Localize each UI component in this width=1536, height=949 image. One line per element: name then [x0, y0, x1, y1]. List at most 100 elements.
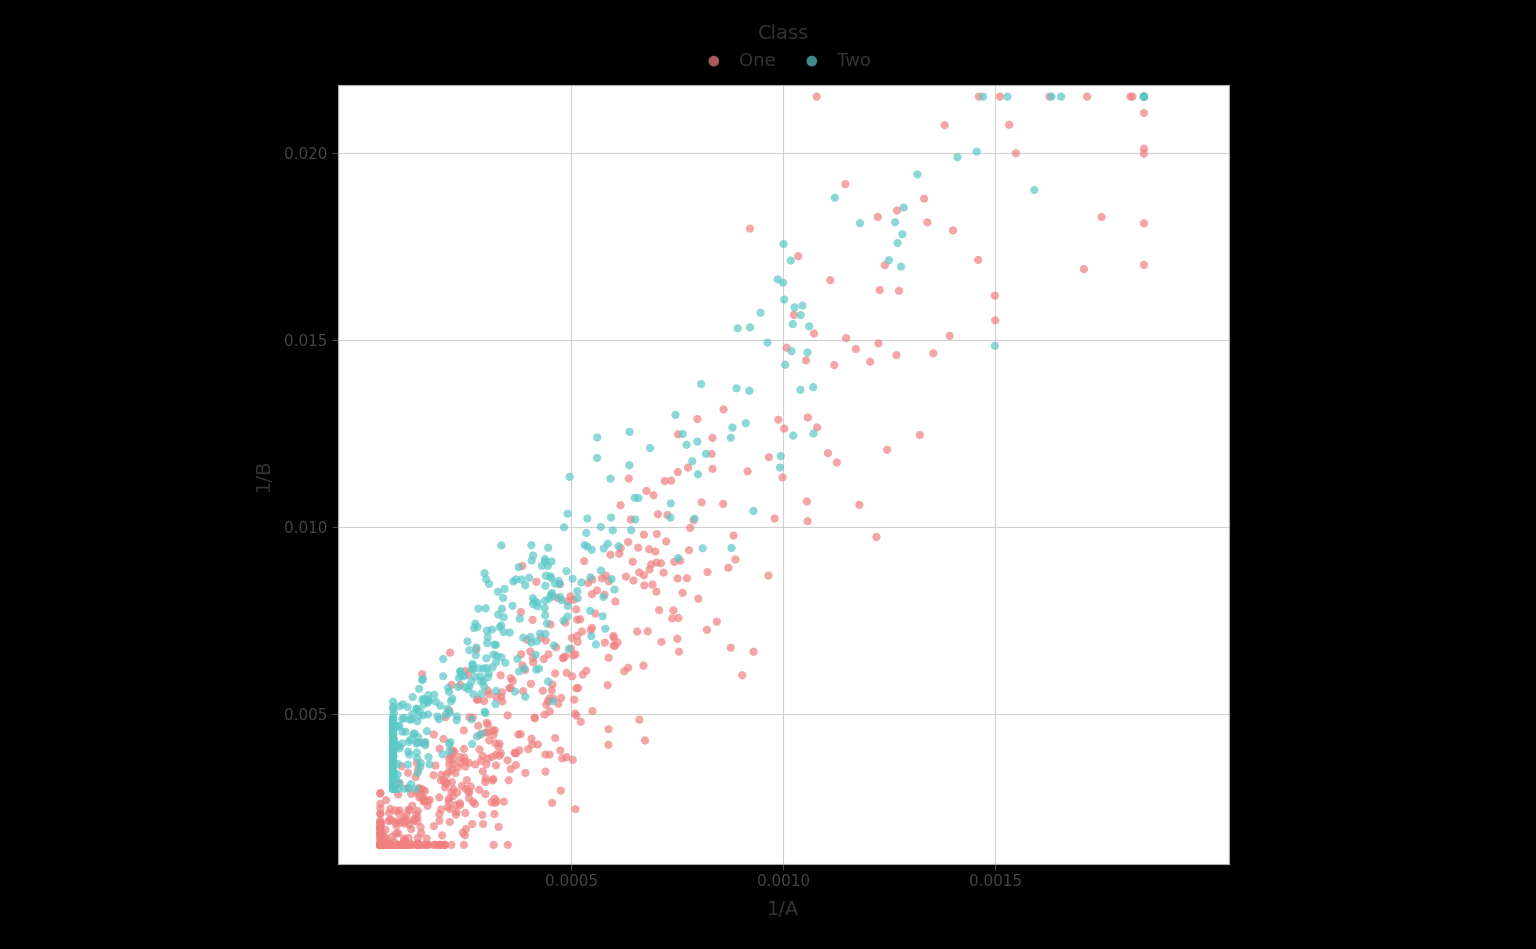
Two [1132, 89, 1157, 104]
Two [556, 642, 581, 657]
One [644, 544, 668, 559]
One [487, 739, 511, 754]
Two [475, 636, 499, 651]
Two [381, 727, 406, 742]
One [596, 574, 621, 589]
One [453, 806, 478, 821]
Two [542, 576, 567, 591]
Two [558, 469, 582, 484]
Two [525, 599, 550, 614]
Two [768, 460, 793, 475]
One [508, 726, 533, 741]
One [436, 794, 461, 809]
One [508, 605, 533, 620]
Two [381, 722, 406, 737]
Two [533, 578, 558, 593]
Two [401, 727, 425, 742]
Two [521, 590, 545, 605]
Two [398, 712, 422, 727]
Two [467, 661, 492, 676]
One [372, 829, 396, 845]
One [766, 412, 791, 427]
Two [381, 781, 406, 796]
One [436, 752, 461, 767]
Two [797, 319, 822, 334]
Two [822, 190, 846, 205]
One [481, 772, 505, 788]
Two [521, 548, 545, 563]
Two [599, 510, 624, 525]
Two [415, 723, 439, 738]
One [396, 765, 421, 780]
One [562, 692, 587, 707]
One [432, 837, 456, 852]
One [369, 801, 393, 816]
One [538, 691, 562, 706]
One [699, 446, 723, 461]
Two [601, 523, 625, 538]
Two [381, 715, 406, 730]
One [641, 577, 665, 592]
One [1118, 89, 1143, 104]
Two [548, 589, 573, 605]
Two [472, 674, 496, 689]
One [825, 455, 849, 470]
One [531, 651, 556, 666]
One [983, 313, 1008, 328]
One [399, 836, 424, 851]
One [513, 765, 538, 780]
One [528, 630, 553, 645]
One [627, 712, 651, 727]
Two [381, 694, 406, 709]
One [453, 781, 478, 796]
Two [382, 781, 407, 796]
Two [409, 755, 433, 771]
Two [588, 519, 613, 534]
One [386, 837, 410, 852]
Two [381, 727, 406, 742]
Two [381, 746, 406, 761]
Two [413, 735, 438, 750]
One [369, 837, 393, 852]
Two [554, 564, 579, 579]
Two [395, 699, 419, 715]
Two [578, 604, 602, 619]
Two [788, 307, 813, 323]
One [667, 644, 691, 660]
One [378, 837, 402, 852]
One [667, 610, 691, 625]
One [373, 792, 398, 808]
One [369, 837, 393, 852]
Two [458, 642, 482, 658]
One [372, 837, 396, 852]
One [369, 837, 393, 852]
One [885, 347, 909, 363]
One [396, 817, 421, 832]
One [700, 461, 725, 476]
Two [390, 735, 415, 751]
One [616, 471, 641, 486]
One [616, 661, 641, 676]
One [404, 785, 429, 800]
Two [381, 723, 406, 738]
Two [459, 661, 484, 677]
One [548, 577, 573, 592]
One [433, 776, 458, 791]
One [433, 710, 458, 725]
One [736, 464, 760, 479]
One [470, 808, 495, 823]
One [593, 587, 617, 603]
Two [432, 669, 456, 684]
Two [720, 420, 745, 436]
Two [381, 760, 406, 775]
Two [574, 539, 599, 554]
Two [574, 526, 599, 541]
One [427, 790, 452, 805]
Two [381, 759, 406, 774]
One [415, 831, 439, 847]
Two [381, 762, 406, 777]
One [372, 837, 396, 852]
Two [381, 717, 406, 733]
Two [381, 749, 406, 764]
One [796, 513, 820, 529]
